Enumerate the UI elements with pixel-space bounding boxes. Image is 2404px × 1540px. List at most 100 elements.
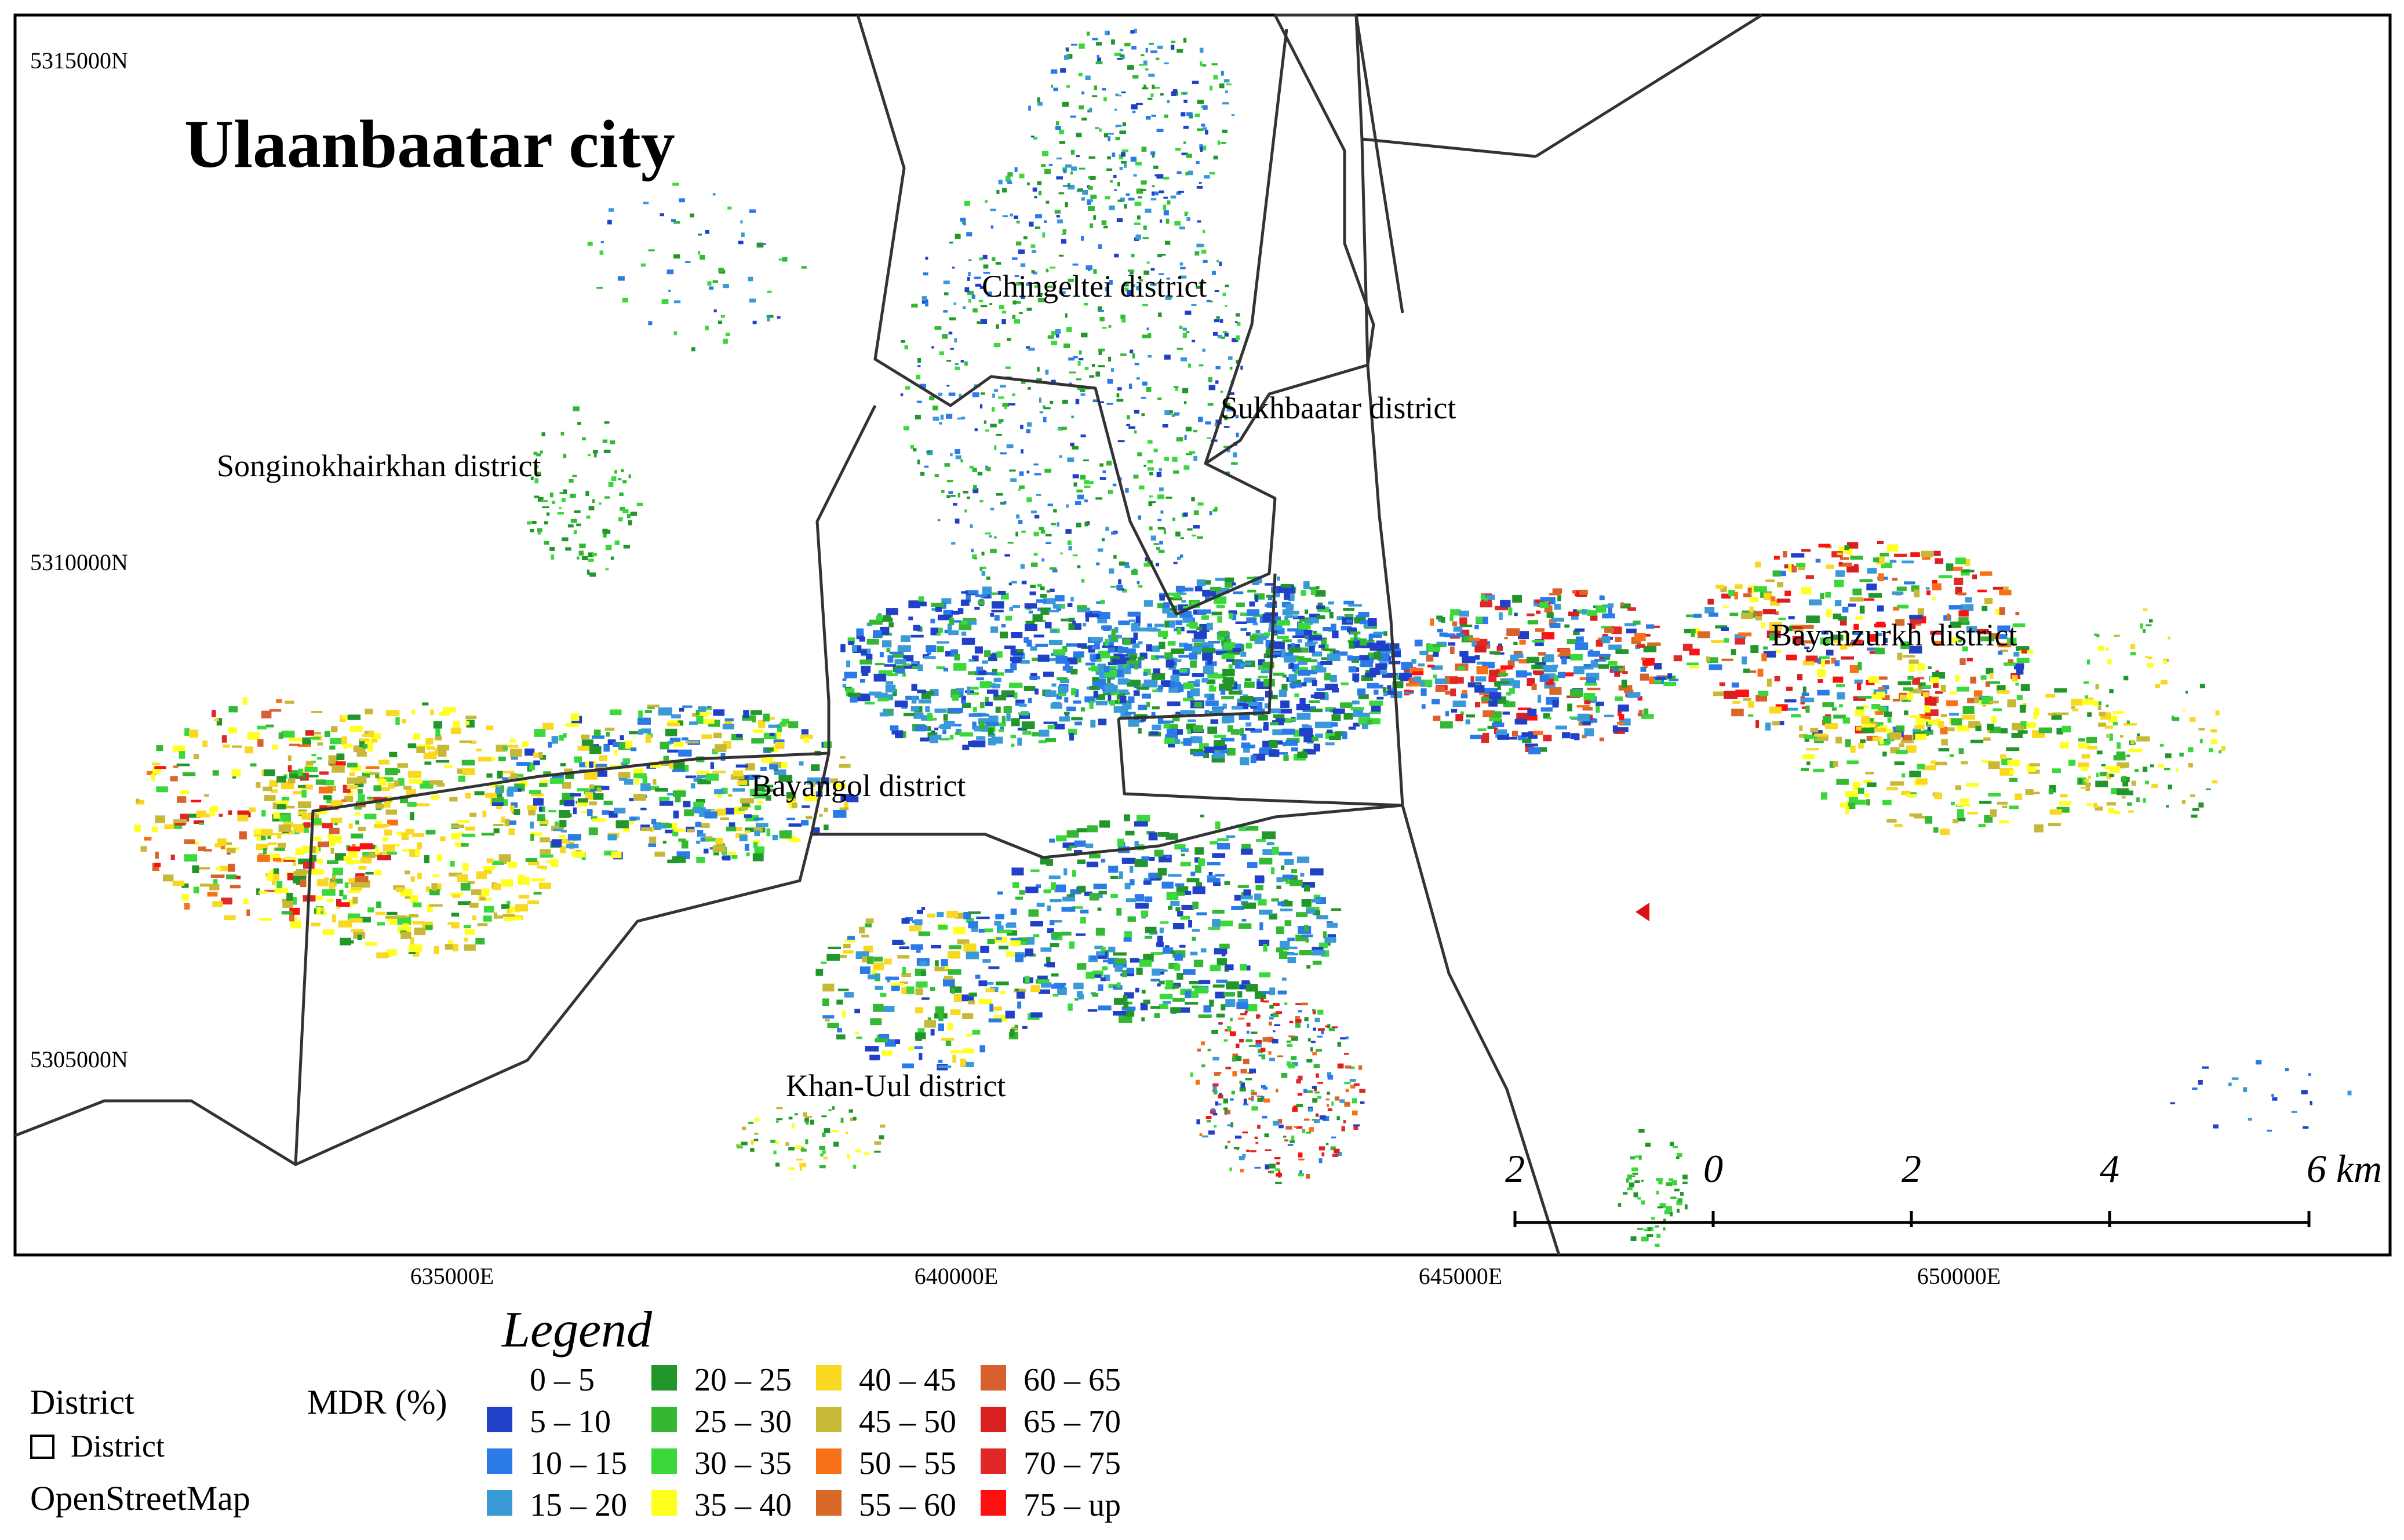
building-footprint	[1327, 1108, 1332, 1111]
building-footprint	[329, 842, 335, 847]
building-footprint	[1008, 582, 1012, 586]
building-footprint	[869, 957, 883, 962]
building-footprint	[1120, 973, 1134, 977]
building-footprint	[1305, 642, 1316, 647]
building-footprint	[1433, 674, 1437, 678]
building-footprint	[358, 866, 366, 870]
building-footprint	[1196, 161, 1200, 165]
building-footprint	[472, 915, 476, 920]
building-footprint	[278, 842, 286, 848]
building-footprint	[806, 815, 813, 820]
building-footprint	[705, 837, 716, 842]
building-footprint	[1921, 550, 1933, 557]
building-footprint	[1319, 943, 1325, 946]
building-footprint	[692, 713, 697, 717]
building-footprint	[1255, 885, 1263, 891]
building-footprint	[1149, 42, 1154, 45]
building-footprint	[1248, 1045, 1256, 1047]
building-footprint	[1279, 1125, 1284, 1129]
building-footprint	[1750, 670, 1757, 673]
building-footprint	[1290, 683, 1302, 688]
building-footprint	[1018, 520, 1023, 524]
building-footprint	[1420, 688, 1427, 696]
building-footprint	[685, 775, 697, 779]
building-footprint	[1069, 941, 1075, 949]
building-footprint	[509, 906, 520, 913]
building-footprint	[411, 833, 425, 837]
building-footprint	[1038, 191, 1042, 196]
building-footprint	[1156, 472, 1162, 477]
building-footprint	[1539, 601, 1549, 608]
building-footprint	[1148, 440, 1153, 444]
building-footprint	[1060, 604, 1065, 608]
building-footprint	[1083, 459, 1089, 462]
building-footprint	[1604, 714, 1614, 717]
building-footprint	[324, 731, 330, 738]
building-footprint	[1620, 602, 1624, 607]
building-footprint	[1244, 678, 1252, 681]
building-footprint	[1213, 331, 1218, 336]
building-footprint	[1280, 649, 1286, 658]
building-footprint	[967, 290, 974, 295]
building-footprint	[2016, 658, 2030, 663]
building-footprint	[1062, 101, 1069, 107]
building-footprint	[1176, 171, 1182, 174]
building-footprint	[256, 782, 261, 788]
building-footprint	[1108, 946, 1116, 953]
building-footprint	[508, 862, 518, 868]
building-footprint	[1160, 720, 1174, 724]
building-footprint	[1183, 100, 1188, 103]
building-footprint	[501, 816, 505, 823]
building-footprint	[1276, 1089, 1279, 1093]
building-footprint	[1103, 691, 1108, 694]
building-footprint	[1231, 1090, 1235, 1094]
building-footprint	[422, 702, 429, 706]
building-footprint	[347, 913, 360, 920]
building-footprint	[1339, 1099, 1345, 1103]
building-footprint	[310, 895, 323, 900]
building-footprint	[1054, 884, 1066, 893]
building-footprint	[1967, 698, 1977, 703]
building-footprint	[1496, 729, 1507, 735]
building-footprint	[1616, 721, 1625, 725]
building-footprint	[1584, 728, 1594, 736]
building-footprint	[2002, 805, 2008, 808]
building-footprint	[1834, 579, 1844, 587]
building-footprint	[1452, 700, 1466, 707]
building-footprint	[2009, 778, 2018, 782]
building-footprint	[289, 914, 294, 922]
building-footprint	[933, 417, 939, 421]
building-footprint	[273, 868, 279, 876]
building-footprint	[948, 392, 956, 396]
building-footprint	[602, 810, 610, 815]
building-footprint	[1175, 531, 1181, 537]
building-footprint	[1849, 642, 1862, 645]
building-footprint	[1462, 656, 1476, 663]
building-footprint	[899, 981, 908, 984]
building-footprint	[1294, 1126, 1298, 1128]
building-footprint	[1340, 702, 1353, 709]
building-footprint	[519, 780, 527, 787]
building-footprint	[1221, 71, 1224, 76]
building-footprint	[696, 840, 701, 844]
building-footprint	[1192, 986, 1199, 988]
building-footprint	[311, 754, 316, 757]
building-footprint	[1932, 672, 1945, 679]
building-footprint	[961, 994, 974, 1002]
building-footprint	[1460, 629, 1470, 636]
building-footprint	[1480, 601, 1492, 608]
building-footprint	[1999, 728, 2008, 733]
building-footprint	[1272, 729, 1283, 736]
building-footprint	[297, 811, 307, 815]
building-footprint	[1582, 609, 1587, 615]
building-footprint	[946, 480, 953, 483]
building-footprint	[1048, 875, 1061, 880]
building-footprint	[319, 771, 329, 775]
building-footprint	[1295, 656, 1305, 659]
building-footprint	[347, 785, 358, 790]
building-footprint	[993, 677, 1001, 683]
building-footprint	[1073, 850, 1083, 853]
building-footprint	[791, 838, 801, 842]
building-footprint	[1755, 561, 1761, 568]
building-footprint	[564, 768, 573, 772]
